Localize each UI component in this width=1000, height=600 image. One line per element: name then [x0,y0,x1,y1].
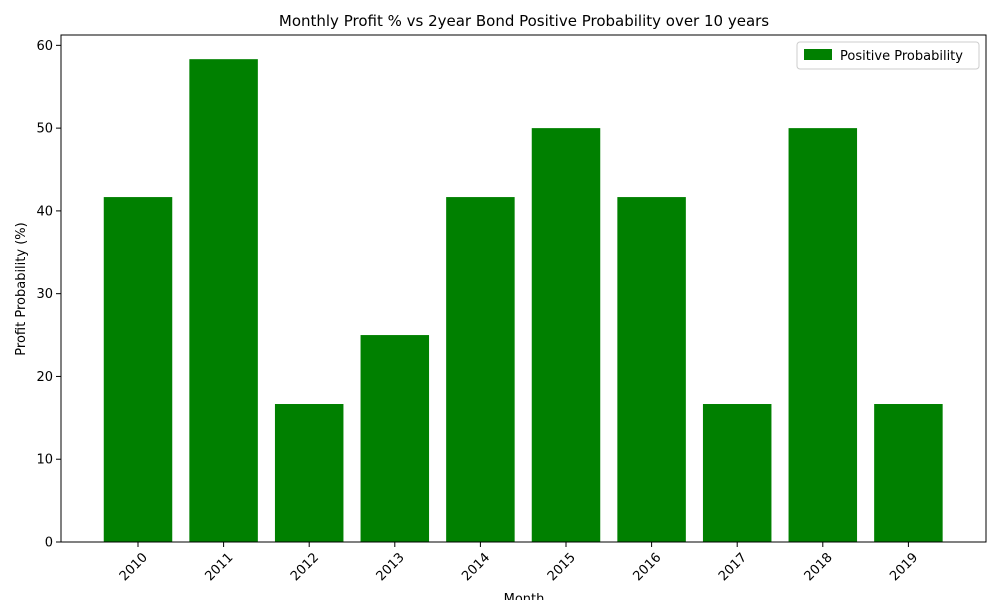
bar-2010 [103,197,173,542]
chart-title: Monthly Profit % vs 2year Bond Positive … [279,12,769,30]
y-tick-label: 20 [36,370,53,385]
y-tick-label: 50 [36,122,53,137]
plot-frame [60,34,987,543]
legend-swatch [804,49,832,60]
y-tick-label: 10 [36,453,53,468]
legend-frame [796,41,980,70]
y-tick-label: 0 [45,536,53,551]
bar-2019 [874,404,943,542]
bars-group [103,59,943,543]
bar-2017 [702,404,772,542]
bar-2014 [446,197,515,542]
y-tick-label: 40 [36,204,53,219]
y-axis: 0 10 20 30 40 50 60 [36,39,61,551]
x-axis-label: Month [504,592,545,600]
bar-2016 [617,197,686,542]
legend-label: Positive Probability [840,49,963,64]
y-axis-label: Profit Probability (%) [14,222,29,355]
bar-2013 [360,335,430,542]
bar-2011 [189,59,258,543]
bar-2015 [531,128,601,542]
y-tick-label: 60 [36,39,53,54]
bar-2012 [274,404,344,542]
bar-2018 [788,128,858,542]
legend: Positive Probability [796,41,980,70]
y-tick-label: 30 [36,287,53,302]
